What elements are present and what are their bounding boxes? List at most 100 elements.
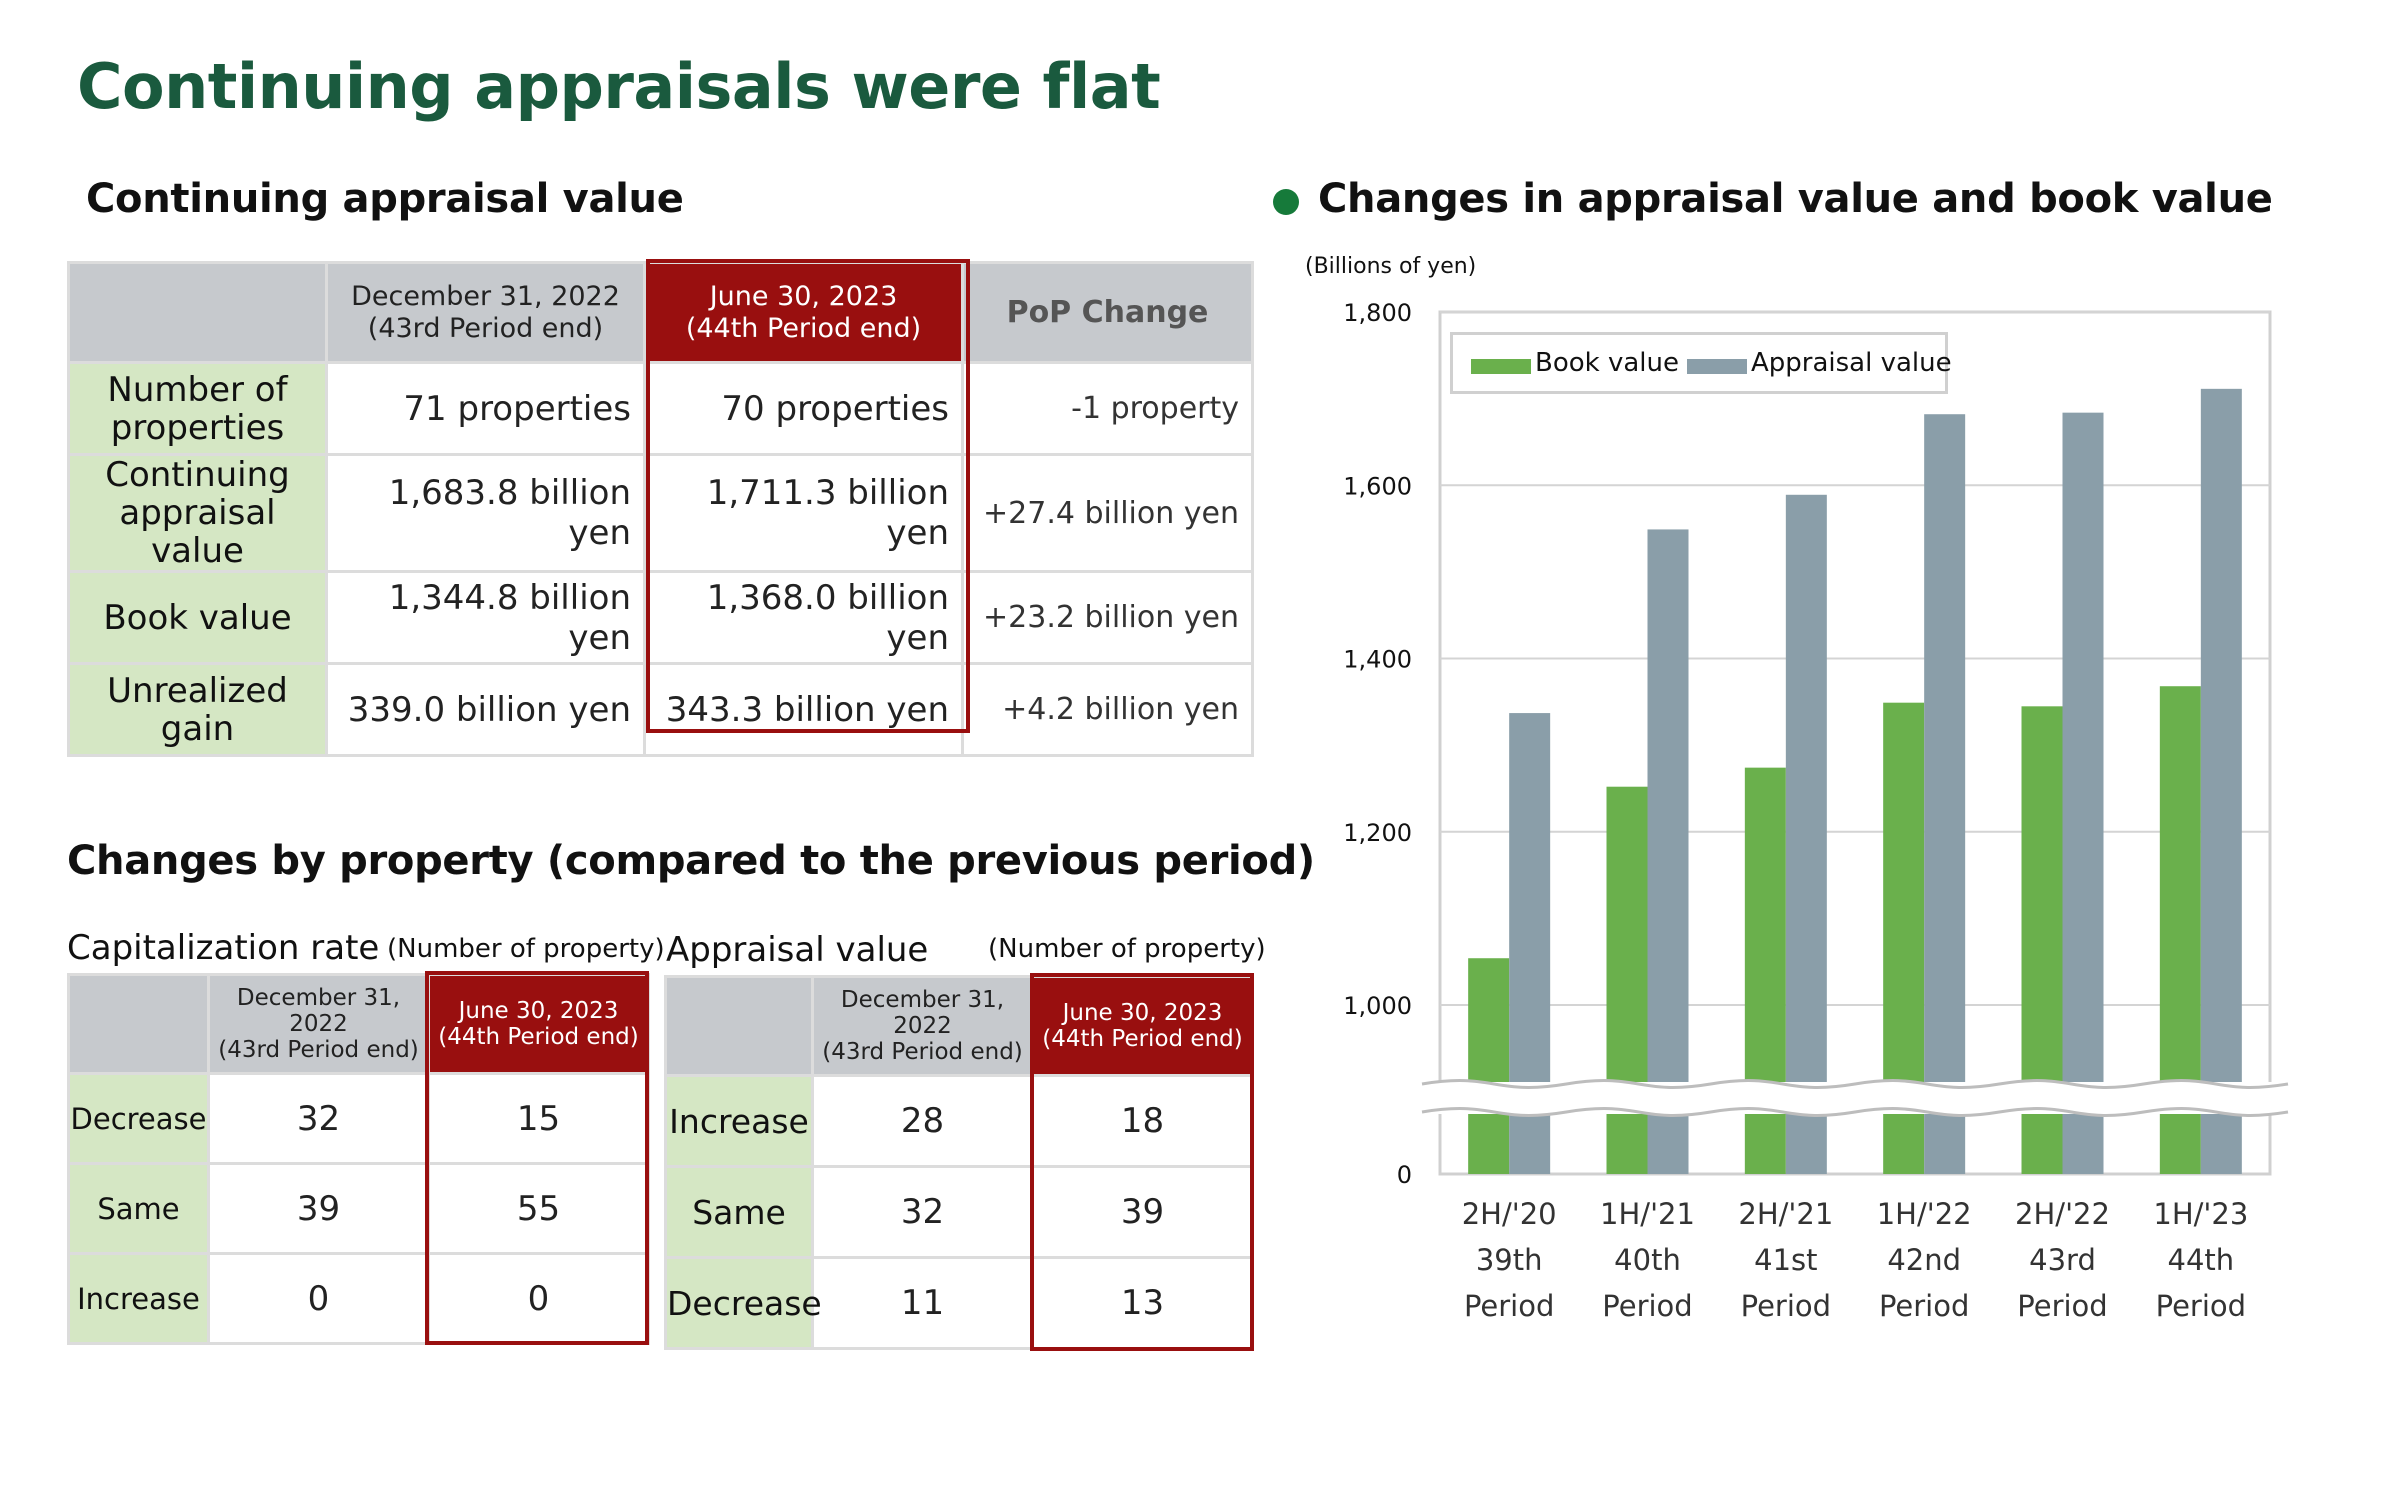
row-label: Same xyxy=(67,1162,210,1255)
curr-value: 13 xyxy=(1031,1256,1254,1350)
legend-swatch-book-value xyxy=(1471,359,1531,374)
curr-value: 15 xyxy=(427,1072,650,1165)
bar-book-value xyxy=(1468,958,1510,1174)
x-tick-label: 40th xyxy=(1614,1243,1681,1277)
header-prev-date: December 31, 2022 xyxy=(351,280,620,312)
prev-value: 32 xyxy=(207,1072,430,1165)
header-curr-period: June 30, 2023 (44th Period end) xyxy=(427,973,650,1075)
x-tick-label: Period xyxy=(2156,1289,2246,1323)
x-tick-label: 2H/'21 xyxy=(1738,1197,1833,1231)
curr-value: 1,368.0 billion yen xyxy=(643,570,964,665)
change-value: +27.4 billion yen xyxy=(961,453,1254,573)
prev-value: 32 xyxy=(811,1165,1034,1259)
page-title: Continuing appraisals were flat xyxy=(77,50,1161,123)
table-row: Unrealized gain 339.0 billion yen 343.3 … xyxy=(67,662,1254,757)
change-value: -1 property xyxy=(961,361,1254,456)
table-row: Same 39 55 xyxy=(67,1162,650,1255)
bar-book-value xyxy=(1606,786,1648,1174)
x-tick-label: Period xyxy=(2017,1289,2107,1323)
y-tick-label: 1,400 xyxy=(1343,646,1412,674)
row-label: Unrealized gain xyxy=(67,662,328,757)
x-tick-label: 43rd xyxy=(2029,1243,2096,1277)
prev-value: 1,683.8 billion yen xyxy=(325,453,646,573)
chart-unit-label: (Billions of yen) xyxy=(1305,254,1477,279)
x-tick-label: Period xyxy=(1741,1289,1831,1323)
x-tick-label: 44th xyxy=(2168,1243,2235,1277)
appraisal-change-note: (Number of property) xyxy=(988,934,1266,964)
x-tick-label: 2H/'20 xyxy=(1462,1197,1557,1231)
table-row: Decrease 11 13 xyxy=(664,1256,1254,1350)
header-curr-date: June 30, 2023 xyxy=(709,280,898,312)
header-blank-cell xyxy=(664,975,814,1077)
bar-chart: 0 1,000 1,200 1,400 1,600 1,800 2H/'20 39th Peri… xyxy=(1343,299,2289,1323)
prev-value: 1,344.8 billion yen xyxy=(325,570,646,665)
curr-value: 343.3 billion yen xyxy=(643,662,964,757)
table-row: Increase 0 0 xyxy=(67,1252,650,1345)
header-prev-period-label: (43rd Period end) xyxy=(367,312,604,344)
prev-value: 339.0 billion yen xyxy=(325,662,646,757)
y-tick-label: 1,600 xyxy=(1343,472,1412,500)
table-row: Continuing appraisal value 1,683.8 billio… xyxy=(67,453,1254,573)
x-tick-label: 39th xyxy=(1476,1243,1543,1277)
curr-value: 1,711.3 billion yen xyxy=(643,453,964,573)
change-value: +4.2 billion yen xyxy=(961,662,1254,757)
curr-value: 39 xyxy=(1031,1165,1254,1259)
row-label: Same xyxy=(664,1165,814,1259)
prev-value: 28 xyxy=(811,1074,1034,1168)
legend-label-book-value: Book value xyxy=(1535,348,1679,378)
appraisal-value-table: December 31, 2022 (43rd Period end) June… xyxy=(67,261,1254,757)
axis-break-line-top xyxy=(1421,1079,2289,1089)
x-tick-label: 41st xyxy=(1754,1243,1817,1277)
prev-value: 11 xyxy=(811,1256,1034,1350)
bar-appraisal-value xyxy=(1647,529,1689,1174)
row-label: Decrease xyxy=(664,1256,822,1350)
change-value: +23.2 billion yen xyxy=(961,570,1254,665)
row-label: Decrease xyxy=(67,1072,210,1165)
legend-swatch-appraisal-value xyxy=(1687,359,1747,374)
x-tick-label: 1H/'22 xyxy=(1877,1197,1972,1231)
bar-appraisal-value xyxy=(1924,414,1966,1174)
header-prev-period: December 31, 2022 (43rd Period end) xyxy=(811,975,1034,1077)
row-label: Increase xyxy=(67,1252,210,1345)
appraisal-table-heading: Continuing appraisal value xyxy=(86,176,684,222)
bar-appraisal-value xyxy=(1785,494,1827,1174)
header-curr-period-label: (44th Period end) xyxy=(685,312,922,344)
header-pop-change: PoP Change xyxy=(961,261,1254,364)
row-label: Book value xyxy=(67,570,328,665)
legend-label-appraisal-value: Appraisal value xyxy=(1751,348,1952,378)
x-tick-label: 42nd xyxy=(1887,1243,1961,1277)
header-curr-period: June 30, 2023 (44th Period end) xyxy=(1031,975,1254,1077)
appraisal-change-title: Appraisal value xyxy=(666,930,929,970)
y-tick-label: 1,800 xyxy=(1343,299,1412,327)
header-curr-period: June 30, 2023 (44th Period end) xyxy=(643,261,964,364)
curr-value: 55 xyxy=(427,1162,650,1255)
x-tick-label: Period xyxy=(1879,1289,1969,1323)
cap-rate-table: December 31, 2022 (43rd Period end) June … xyxy=(67,973,650,1345)
bullet-icon xyxy=(1273,189,1299,215)
x-tick-label: 2H/'22 xyxy=(2015,1197,2110,1231)
y-tick-label: 1,200 xyxy=(1343,819,1412,847)
x-tick-label: 1H/'21 xyxy=(1600,1197,1695,1231)
table-row: Increase 28 18 xyxy=(664,1074,1254,1168)
appraisal-change-table: December 31, 2022 (43rd Period end) June … xyxy=(664,975,1254,1350)
prev-value: 39 xyxy=(207,1162,430,1255)
table-row: Book value 1,344.8 billion yen 1,368.0 b… xyxy=(67,570,1254,665)
header-prev-period: December 31, 2022 (43rd Period end) xyxy=(325,261,646,364)
prev-value: 0 xyxy=(207,1252,430,1345)
bar-appraisal-value xyxy=(2200,388,2242,1174)
row-label: Increase xyxy=(664,1074,814,1168)
row-label: Continuing appraisal value xyxy=(67,453,328,573)
x-tick-label: 1H/'23 xyxy=(2153,1197,2248,1231)
x-tick-label: Period xyxy=(1464,1289,1554,1323)
chart-title: Changes in appraisal value and book valu… xyxy=(1318,176,2273,222)
bar-appraisal-value xyxy=(2062,412,2104,1174)
header-prev-period: December 31, 2022 (43rd Period end) xyxy=(207,973,430,1075)
table-row: Number of properties 71 properties 70 pro… xyxy=(67,361,1254,456)
y-tick-label: 0 xyxy=(1397,1161,1412,1189)
chart-legend: Book value Appraisal value xyxy=(1450,332,1952,394)
curr-value: 0 xyxy=(427,1252,650,1345)
table-row: Same 32 39 xyxy=(664,1165,1254,1259)
header-blank-cell xyxy=(67,973,210,1075)
cap-rate-title: Capitalization rate xyxy=(67,928,380,968)
curr-value: 18 xyxy=(1031,1074,1254,1168)
